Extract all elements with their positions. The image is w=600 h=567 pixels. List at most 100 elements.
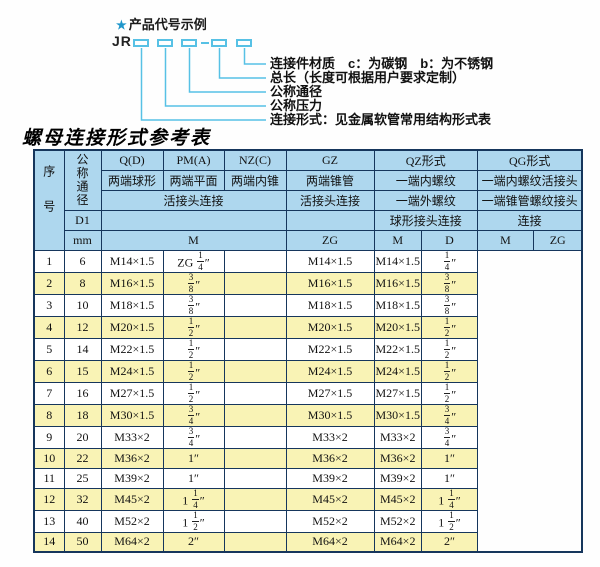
cell-dn: 10 bbox=[63, 293, 102, 317]
cell-m: M14×1.5 bbox=[100, 249, 164, 273]
cell-zg: 1″ bbox=[162, 467, 225, 489]
cell-dn: 50 bbox=[63, 531, 102, 553]
col-header-union-conn: 活接头连接 bbox=[100, 189, 287, 211]
col-header-nz-desc: 两端内锥 bbox=[223, 169, 287, 191]
table-row: 2 8 M16×1.5 3 8 ″ M16×1.5 M16×1.5 3 8 ″ bbox=[33, 271, 582, 295]
col-header-blank-gz bbox=[285, 209, 375, 231]
cell-qg-zg: 2″ bbox=[420, 531, 478, 553]
table-body: 1 6 M14×1.5 ZG 1 4 ″ M14×1.5 M14×1.5 1 4 ″ 2 8 M16×1.… bbox=[33, 249, 582, 553]
cell-m: M16×1.5 bbox=[100, 271, 164, 295]
col-header-d1: D1 bbox=[63, 209, 102, 231]
code-box-5 bbox=[236, 39, 252, 47]
cell-m: M33×2 bbox=[100, 425, 164, 449]
cell-qz-m bbox=[223, 467, 287, 489]
col-header-qg-sub1: M bbox=[476, 229, 534, 251]
col-header-qz-conn: 球形接头连接 bbox=[373, 209, 478, 231]
col-header-pm-desc: 两端平面 bbox=[162, 169, 225, 191]
col-header-m: M bbox=[100, 229, 287, 251]
cell-dn: 40 bbox=[63, 509, 102, 533]
col-header-q-code: Q(D) bbox=[100, 149, 164, 171]
cell-zg: 3 8 ″ bbox=[162, 293, 225, 317]
col-header-nz-code: NZ(C) bbox=[223, 149, 287, 171]
nut-connection-table: 序号 公称通径 Q(D) PM(A) NZ(C) GZ QZ形式 QG形式 两端… bbox=[33, 149, 584, 553]
col-header-qg-desc1: 一端内螺纹活接头 bbox=[476, 169, 583, 191]
cell-qz-m bbox=[223, 249, 287, 273]
cell-dn: 8 bbox=[63, 271, 102, 295]
cell-zg: 3 8 ″ bbox=[162, 271, 225, 295]
cell-qg-m: M52×2 bbox=[373, 509, 422, 533]
cell-m: M45×2 bbox=[100, 487, 164, 511]
table-row: 12 32 M45×2 1 1 4 ″ M45×2 M45×2 1 1 4 ″ bbox=[33, 487, 582, 511]
col-header-qz-sub1: M bbox=[373, 229, 422, 251]
cell-dn: 20 bbox=[63, 425, 102, 449]
cell-m: M22×1.5 bbox=[100, 337, 164, 361]
cell-qg-zg: 3 8 ″ bbox=[420, 293, 478, 317]
cell-qg-zg: 1 2 ″ bbox=[420, 315, 478, 339]
col-header-qz-sub2: D bbox=[420, 229, 478, 251]
cell-qz-d: M36×2 bbox=[285, 447, 375, 469]
cell-qz-d: M18×1.5 bbox=[285, 293, 375, 317]
cell-qz-m bbox=[223, 337, 287, 361]
cell-qz-m bbox=[223, 315, 287, 339]
cell-qz-d: M33×2 bbox=[285, 425, 375, 449]
cell-zg: 1 2 ″ bbox=[162, 337, 225, 361]
cell-qz-d: M24×1.5 bbox=[285, 359, 375, 383]
cell-qz-m bbox=[223, 403, 287, 427]
cell-m: M36×2 bbox=[100, 447, 164, 469]
cell-seq: 7 bbox=[33, 381, 65, 405]
cell-seq: 1 bbox=[33, 249, 65, 273]
col-header-qz-desc2: 一端外螺纹 bbox=[373, 189, 478, 211]
col-header-gz-sub: ZG bbox=[285, 229, 375, 251]
cell-dn: 14 bbox=[63, 337, 102, 361]
cell-seq: 11 bbox=[33, 467, 65, 489]
col-header-qz-desc1: 一端内螺纹 bbox=[373, 169, 478, 191]
cell-seq: 3 bbox=[33, 293, 65, 317]
table-row: 3 10 M18×1.5 3 8 ″ M18×1.5 M18×1.5 3 8 ″ bbox=[33, 293, 582, 317]
cell-m: M64×2 bbox=[100, 531, 164, 553]
table-row: 14 50 M64×2 2″ M64×2 M64×2 2″ bbox=[33, 531, 582, 553]
code-box-2 bbox=[157, 39, 173, 47]
col-header-dn: 公称通径 bbox=[63, 149, 102, 211]
cell-qz-d: M39×2 bbox=[285, 467, 375, 489]
cell-qg-m: M36×2 bbox=[373, 447, 422, 469]
cell-qz-m bbox=[223, 487, 287, 511]
col-header-unit: mm bbox=[63, 229, 102, 251]
cell-dn: 16 bbox=[63, 381, 102, 405]
code-box-3 bbox=[181, 39, 197, 47]
cell-qz-d: M52×2 bbox=[285, 509, 375, 533]
cell-qz-m bbox=[223, 381, 287, 405]
cell-qg-zg: 1 1 2 ″ bbox=[420, 509, 478, 533]
cell-qg-m: M14×1.5 bbox=[373, 249, 422, 273]
cell-qg-m: M24×1.5 bbox=[373, 359, 422, 383]
cell-qg-zg: 1 2 ″ bbox=[420, 359, 478, 383]
cell-qg-zg: 1 1 4 ″ bbox=[420, 487, 478, 511]
table-title: 螺母连接形式参考表 bbox=[22, 128, 212, 149]
cell-m: M27×1.5 bbox=[100, 381, 164, 405]
col-header-qg-sub2: ZG bbox=[532, 229, 583, 251]
cell-qg-m: M16×1.5 bbox=[373, 271, 422, 295]
star-icon: ★ bbox=[116, 18, 127, 32]
cell-qz-d: M30×1.5 bbox=[285, 403, 375, 427]
cell-seq: 14 bbox=[33, 531, 65, 553]
cell-dn: 12 bbox=[63, 315, 102, 339]
cell-seq: 8 bbox=[33, 403, 65, 427]
cell-qg-m: M45×2 bbox=[373, 487, 422, 511]
col-header-gz-conn: 活接头连接 bbox=[285, 189, 375, 211]
cell-m: M52×2 bbox=[100, 509, 164, 533]
cell-qz-d: M27×1.5 bbox=[285, 381, 375, 405]
col-header-seq: 序号 bbox=[33, 149, 65, 251]
cell-qg-zg: 1 4 ″ bbox=[420, 249, 478, 273]
cell-qg-zg: 1 2 ″ bbox=[420, 381, 478, 405]
cell-m: M24×1.5 bbox=[100, 359, 164, 383]
code-prefix: JR bbox=[112, 33, 132, 49]
table-row: 8 18 M30×1.5 3 4 ″ M30×1.5 M30×1.5 3 4 ″ bbox=[33, 403, 582, 427]
code-label-connection: 连接形式：见金属软管常用结构形式表 bbox=[270, 112, 492, 127]
cell-qz-d: M22×1.5 bbox=[285, 337, 375, 361]
table-row: 6 15 M24×1.5 1 2 ″ M24×1.5 M24×1.5 1 2 ″ bbox=[33, 359, 582, 383]
cell-dn: 22 bbox=[63, 447, 102, 469]
cell-zg: 3 4 ″ bbox=[162, 425, 225, 449]
cell-seq: 6 bbox=[33, 359, 65, 383]
code-label-length: 总长（长度可根据用户要求定制） bbox=[270, 70, 466, 85]
cell-qz-d: M14×1.5 bbox=[285, 249, 375, 273]
